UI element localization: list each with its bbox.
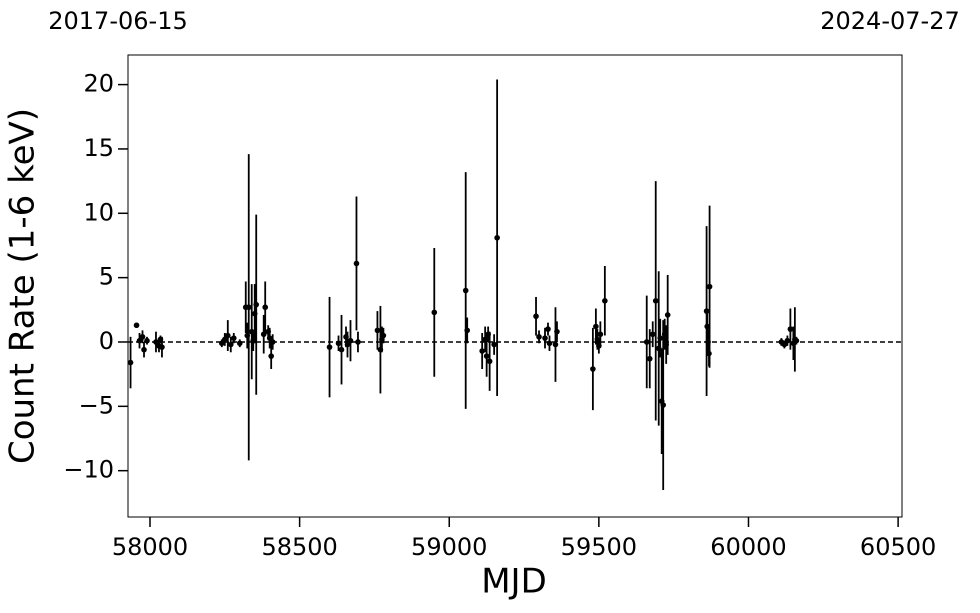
data-point [344,341,351,348]
data-point [533,313,539,320]
data-point [227,341,234,348]
data-point [706,283,713,290]
plot-frame [127,54,903,518]
data-point [545,326,551,332]
x-tick-label: 60000 [710,533,786,561]
data-point [245,304,252,311]
x-tick-label: 59500 [561,533,637,561]
data-point [266,335,273,341]
data-point [643,339,650,345]
data-point [546,340,553,347]
data-point [486,358,493,365]
data-point [159,344,165,350]
data-point [269,339,276,345]
data-point [552,341,559,348]
y-tick-label: −5 [79,391,114,419]
data-point [660,402,667,408]
data-point [479,348,485,354]
data-point [536,334,542,340]
data-point [262,304,269,311]
data-point [133,322,140,329]
data-point [153,339,159,345]
data-point [787,326,794,332]
data-point [703,308,710,314]
data-point [483,353,490,359]
data-point [335,340,342,347]
data-point [222,336,228,343]
y-tick-label: 15 [83,134,114,162]
data-point [141,346,147,353]
y-axis-label: Count Rate (1-6 keV) [3,108,43,464]
data-point [646,355,653,362]
x-tick-label: 58000 [112,533,188,561]
y-tick-label: −10 [63,456,114,484]
data-point [657,335,664,341]
data-point [464,327,470,334]
top-label: 2024-07-27 [820,7,959,35]
x-tick-label: 59000 [411,533,487,561]
data-point [652,297,659,304]
data-point [380,332,387,339]
data-point [664,312,671,318]
y-tick-label: 20 [83,70,114,98]
data-point [494,234,500,241]
x-axis-label: MJD [481,562,547,602]
data-point [224,332,231,339]
data-point [353,260,360,267]
data-point [597,331,604,338]
data-point [253,301,260,308]
x-tick-label: 60500 [860,533,936,561]
data-point [542,335,548,341]
data-point [326,344,333,350]
data-point [347,337,354,344]
data-point [236,340,243,347]
y-tick-label: 0 [99,327,114,355]
data-point [127,359,134,366]
data-point [462,287,469,294]
data-point [355,339,361,345]
data-point [219,340,225,347]
data-point [704,323,710,330]
x-tick-label: 58500 [261,533,337,561]
data-point [230,335,237,341]
data-point [784,337,791,344]
data-point [554,328,560,335]
data-point [374,327,381,334]
data-point [649,331,656,338]
data-point [136,337,143,344]
data-point [593,323,599,330]
data-point [431,309,438,316]
data-point [268,353,274,359]
data-point [793,337,800,344]
data-point [590,366,596,372]
data-point [602,297,608,304]
data-point [338,346,345,353]
data-point [781,341,788,348]
data-point [139,334,146,340]
top-label: 2017-06-15 [48,7,187,35]
y-tick-label: 5 [99,263,114,291]
y-tick-label: 10 [83,198,114,226]
data-point [144,337,150,344]
data-point [491,341,497,348]
